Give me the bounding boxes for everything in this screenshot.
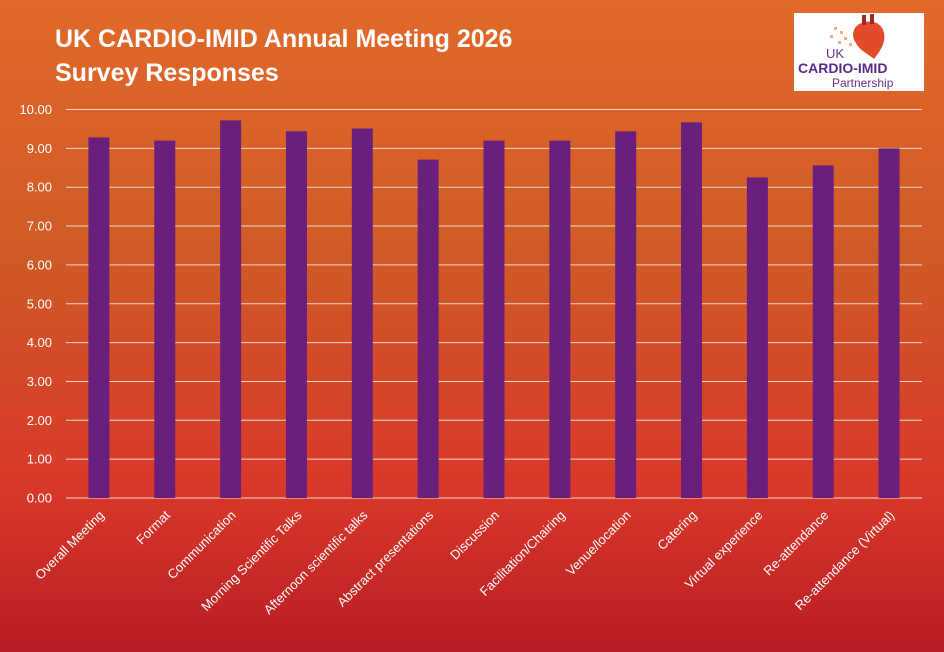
y-tick-label: 2.00	[27, 413, 52, 428]
y-tick-label: 3.00	[27, 374, 52, 389]
bar	[417, 159, 439, 498]
bar	[878, 148, 900, 498]
y-tick-label: 10.00	[19, 102, 52, 117]
logo-cardio-imid: CARDIO-IMID	[798, 60, 887, 76]
bar	[615, 131, 637, 499]
title-line-2: Survey Responses	[55, 59, 279, 87]
logo-uk: UK	[826, 46, 844, 61]
y-tick-label: 8.00	[27, 180, 52, 195]
bar	[285, 131, 307, 499]
partnership-logo: UK CARDIO-IMID Partnership	[794, 13, 924, 91]
y-tick-label: 9.00	[27, 141, 52, 156]
x-category-label: Re-attendance	[760, 508, 831, 579]
title-line-1: UK CARDIO-IMID Annual Meeting 2026	[55, 25, 513, 53]
y-tick-label: 5.00	[27, 296, 52, 311]
x-category-label: Overall Meeting	[32, 508, 107, 583]
heart-icon: UK CARDIO-IMID Partnership	[798, 14, 894, 90]
y-tick-label: 6.00	[27, 257, 52, 272]
y-tick-label: 7.00	[27, 219, 52, 234]
bar	[812, 165, 834, 498]
bar	[88, 137, 110, 499]
bar	[351, 128, 373, 498]
bar	[549, 140, 571, 498]
bar	[681, 122, 703, 499]
y-tick-label: 4.00	[27, 335, 52, 350]
bar	[746, 177, 768, 499]
x-category-label: Catering	[654, 508, 699, 553]
chart-title: UK CARDIO-IMID Annual Meeting 2026 Surve…	[55, 22, 512, 90]
bar	[483, 140, 505, 498]
x-category-label: Venue/location	[563, 508, 634, 579]
bar	[220, 120, 242, 499]
x-category-label: Format	[133, 507, 173, 547]
y-tick-label: 1.00	[27, 452, 52, 467]
logo-partnership: Partnership	[832, 76, 894, 90]
y-tick-label: 0.00	[27, 491, 52, 506]
bar	[154, 140, 176, 498]
x-category-label: Communication	[164, 508, 238, 582]
x-category-label: Discussion	[447, 508, 502, 563]
